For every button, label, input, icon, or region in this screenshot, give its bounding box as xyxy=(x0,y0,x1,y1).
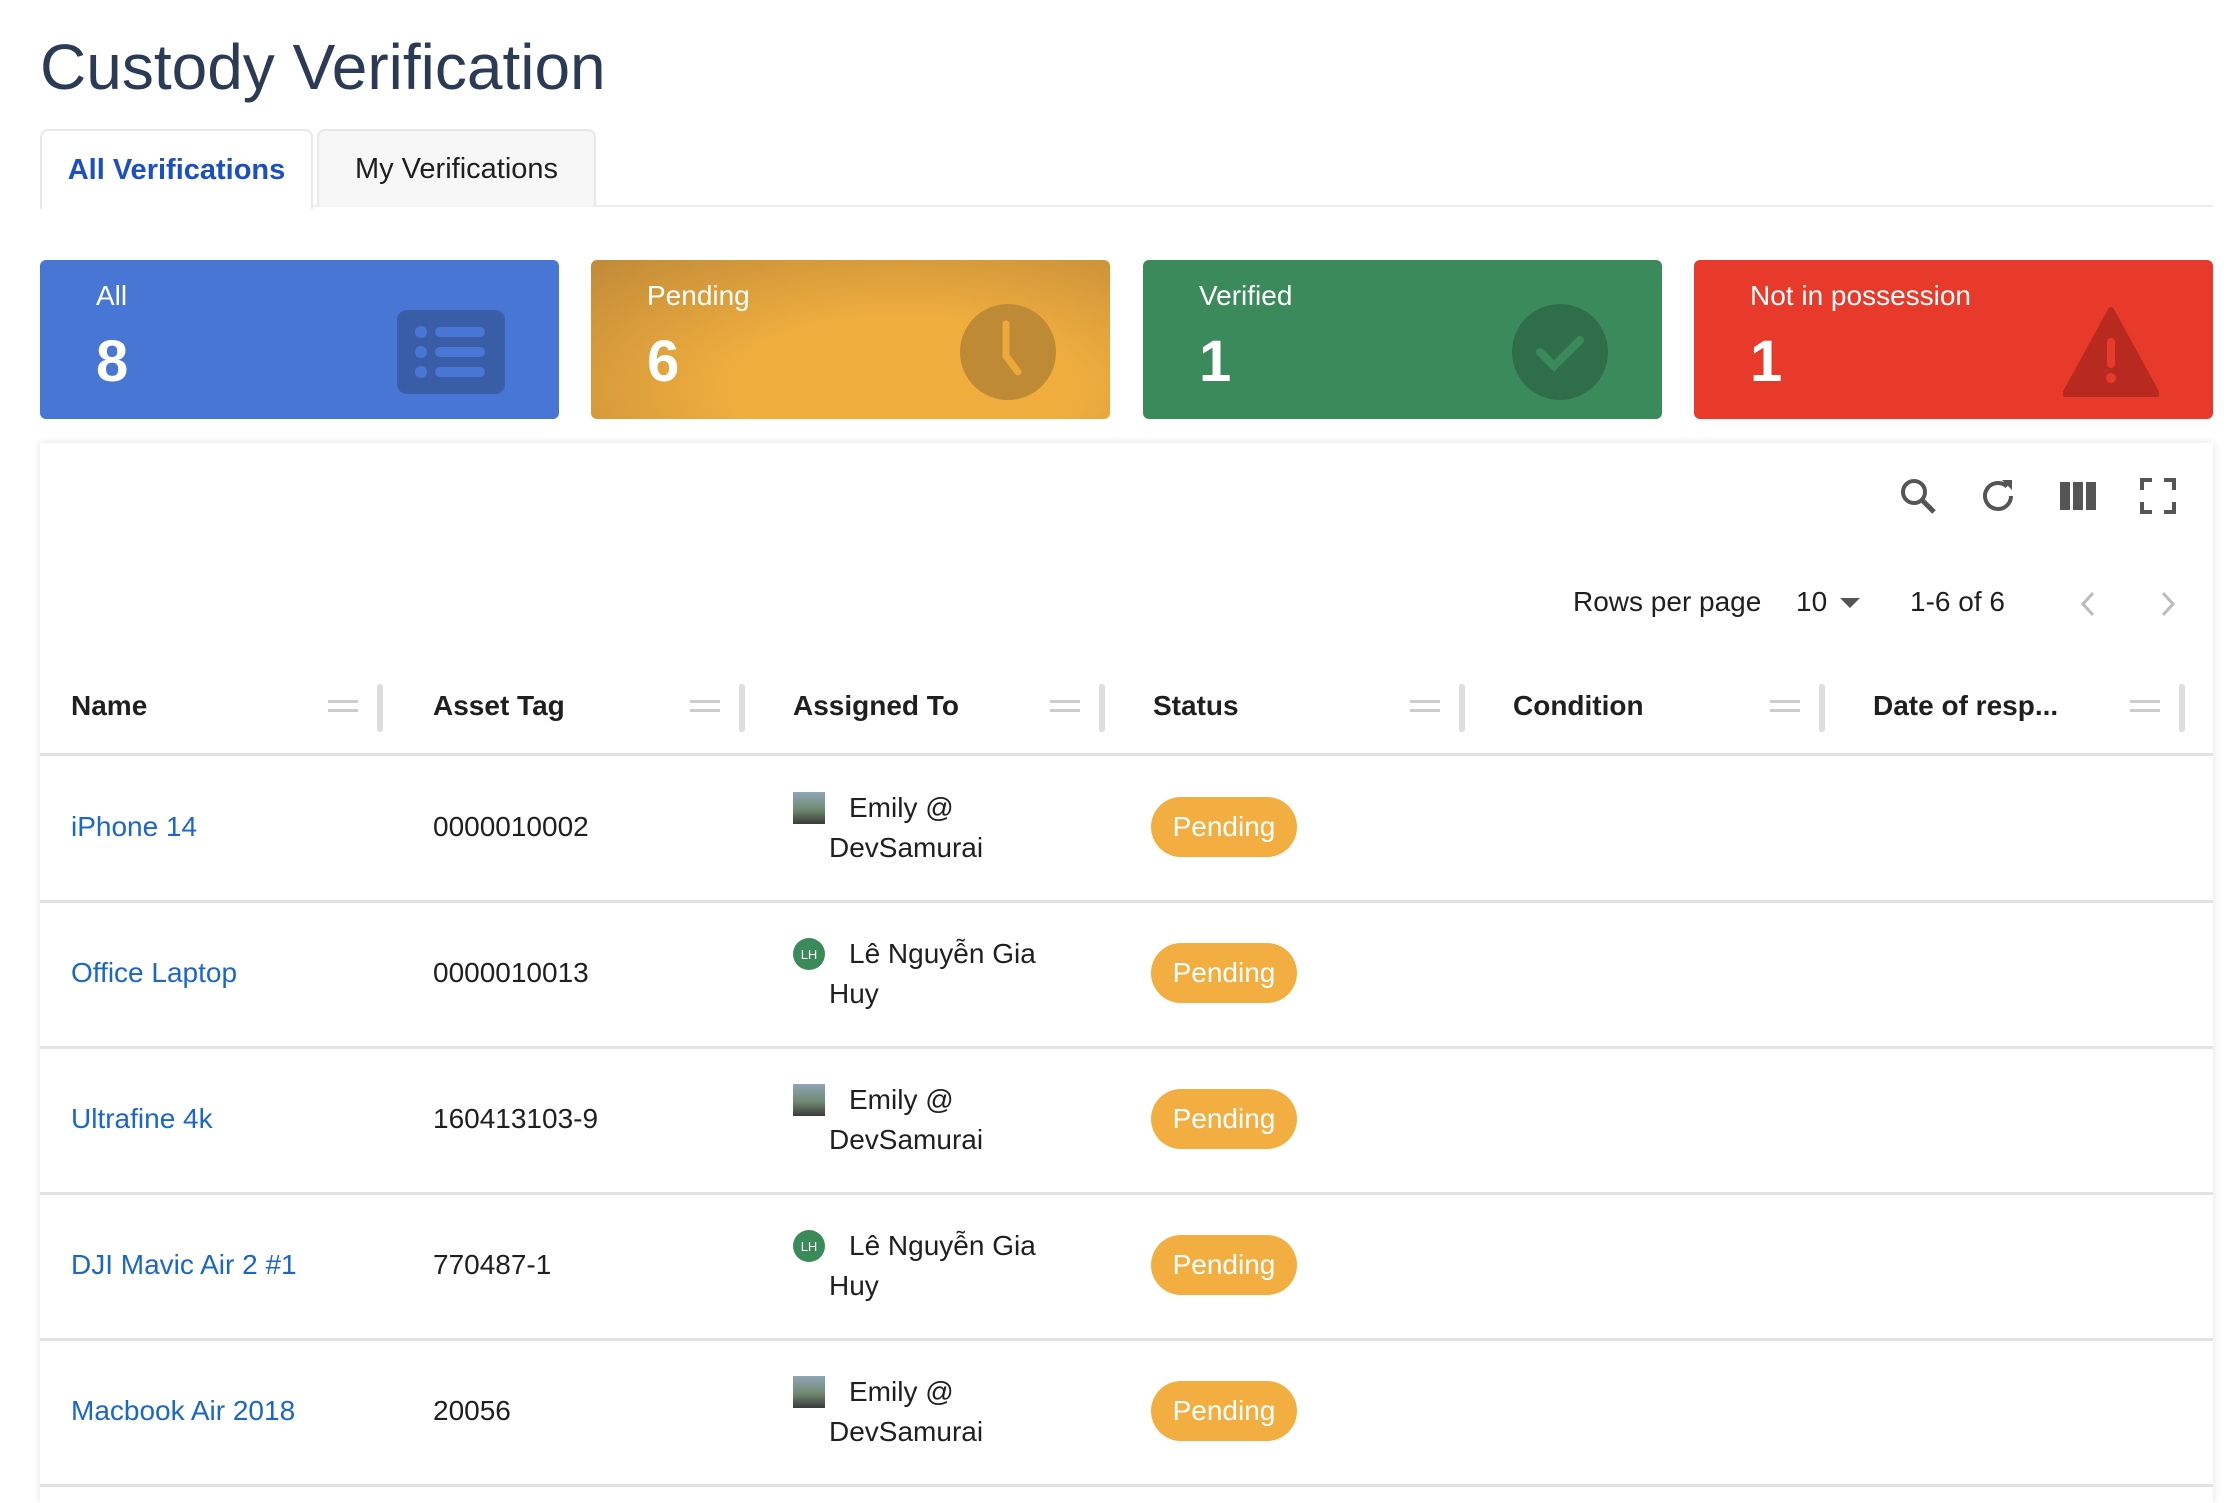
drag-handle-icon[interactable] xyxy=(690,700,720,712)
card-all[interactable]: All 8 xyxy=(40,260,559,419)
status-badge: Pending xyxy=(1151,1381,1297,1441)
caret-down-icon[interactable] xyxy=(1840,598,1860,610)
drag-handle-icon[interactable] xyxy=(1410,700,1440,712)
column-resize-handle[interactable] xyxy=(1099,684,1105,732)
rows-per-page-label: Rows per page xyxy=(1573,586,1762,617)
row-divider xyxy=(40,1046,2213,1049)
pagination-range: 1-6 of 6 xyxy=(1910,586,2005,617)
tab-bar: All Verifications My Verifications xyxy=(40,129,2213,209)
rows-per-page-select[interactable]: 10 xyxy=(1796,586,1828,617)
row-divider xyxy=(40,1338,2213,1341)
asset-name-link[interactable]: Macbook Air 2018 xyxy=(71,1395,296,1426)
column-header[interactable]: Status xyxy=(1153,690,1239,721)
avatar: LH xyxy=(793,938,825,970)
chevron-right-icon[interactable] xyxy=(2158,590,2178,618)
card-label: Verified xyxy=(1199,280,1293,311)
card-verified[interactable]: Verified 1 xyxy=(1143,260,1662,419)
drag-handle-icon[interactable] xyxy=(1770,700,1800,712)
column-resize-handle[interactable] xyxy=(1459,684,1465,732)
asset-name-link[interactable]: DJI Mavic Air 2 #1 xyxy=(71,1249,297,1280)
card-not-in-possession[interactable]: Not in possession 1 xyxy=(1694,260,2213,419)
assigned-user-line1: Lê Nguyễn Gia xyxy=(849,938,1036,969)
assigned-user-line1: Emily @ xyxy=(849,1084,954,1115)
refresh-icon[interactable] xyxy=(1978,476,2018,516)
avatar xyxy=(793,1376,825,1408)
drag-handle-icon[interactable] xyxy=(1050,700,1080,712)
asset-tag: 20056 xyxy=(433,1395,511,1426)
drag-handle-icon[interactable] xyxy=(2130,700,2160,712)
assigned-user-line2: Huy xyxy=(829,978,879,1009)
asset-tag: 0000010013 xyxy=(433,957,589,988)
list-icon xyxy=(397,310,505,394)
card-label: Pending xyxy=(647,280,750,311)
assigned-user-line2: DevSamurai xyxy=(829,1416,984,1447)
tab-all-verifications[interactable]: All Verifications xyxy=(40,129,313,209)
card-pending[interactable]: Pending 6 xyxy=(591,260,1110,419)
page-title: Custody Verification xyxy=(40,31,606,103)
asset-tag: 0000010002 xyxy=(433,811,589,842)
assigned-user-line1: Emily @ xyxy=(849,792,954,823)
column-header[interactable]: Assigned To xyxy=(793,690,959,721)
asset-tag: 160413103-9 xyxy=(433,1103,599,1134)
avatar xyxy=(793,1084,825,1116)
row-divider xyxy=(40,1192,2213,1195)
header-divider xyxy=(40,753,2213,756)
warning-icon xyxy=(2063,307,2159,397)
column-resize-handle[interactable] xyxy=(1819,684,1825,732)
assigned-user-line1: Lê Nguyễn Gia xyxy=(849,1230,1036,1261)
column-resize-handle[interactable] xyxy=(739,684,745,732)
check-circle-icon xyxy=(1512,304,1608,400)
tab-my-verifications[interactable]: My Verifications xyxy=(317,129,596,207)
card-label: All xyxy=(96,280,128,311)
assigned-user-line1: Emily @ xyxy=(849,1376,954,1407)
column-header[interactable]: Asset Tag xyxy=(433,690,565,721)
avatar xyxy=(793,792,825,824)
drag-handle-icon[interactable] xyxy=(328,700,358,712)
column-header[interactable]: Name xyxy=(71,690,148,721)
fullscreen-icon[interactable] xyxy=(2138,476,2178,516)
columns-icon[interactable] xyxy=(2058,476,2098,516)
status-badge: Pending xyxy=(1151,943,1297,1003)
card-count: 1 xyxy=(1199,329,1232,394)
column-resize-handle[interactable] xyxy=(2179,684,2185,732)
assigned-user-line2: Huy xyxy=(829,1270,879,1301)
row-divider xyxy=(40,1484,2213,1487)
asset-tag: 770487-1 xyxy=(433,1249,552,1280)
avatar: LH xyxy=(793,1230,825,1262)
status-badge: Pending xyxy=(1151,1089,1297,1149)
card-count: 6 xyxy=(647,329,680,394)
chevron-left-icon[interactable] xyxy=(2078,590,2098,618)
status-badge: Pending xyxy=(1151,797,1297,857)
row-divider xyxy=(40,900,2213,903)
status-badge: Pending xyxy=(1151,1235,1297,1295)
card-count: 8 xyxy=(96,329,129,394)
card-label: Not in possession xyxy=(1750,280,1972,311)
verifications-table xyxy=(40,443,2213,1503)
column-header[interactable]: Condition xyxy=(1513,690,1644,721)
asset-name-link[interactable]: Ultrafine 4k xyxy=(71,1103,213,1134)
assigned-user-line2: DevSamurai xyxy=(829,1124,984,1155)
column-resize-handle[interactable] xyxy=(377,684,383,732)
search-icon[interactable] xyxy=(1898,476,1938,516)
card-count: 1 xyxy=(1750,329,1783,394)
column-header[interactable]: Date of resp... xyxy=(1873,690,2059,721)
asset-name-link[interactable]: Office Laptop xyxy=(71,957,238,988)
assigned-user-line2: DevSamurai xyxy=(829,832,984,863)
clock-icon xyxy=(960,304,1056,400)
asset-name-link[interactable]: iPhone 14 xyxy=(71,811,198,842)
